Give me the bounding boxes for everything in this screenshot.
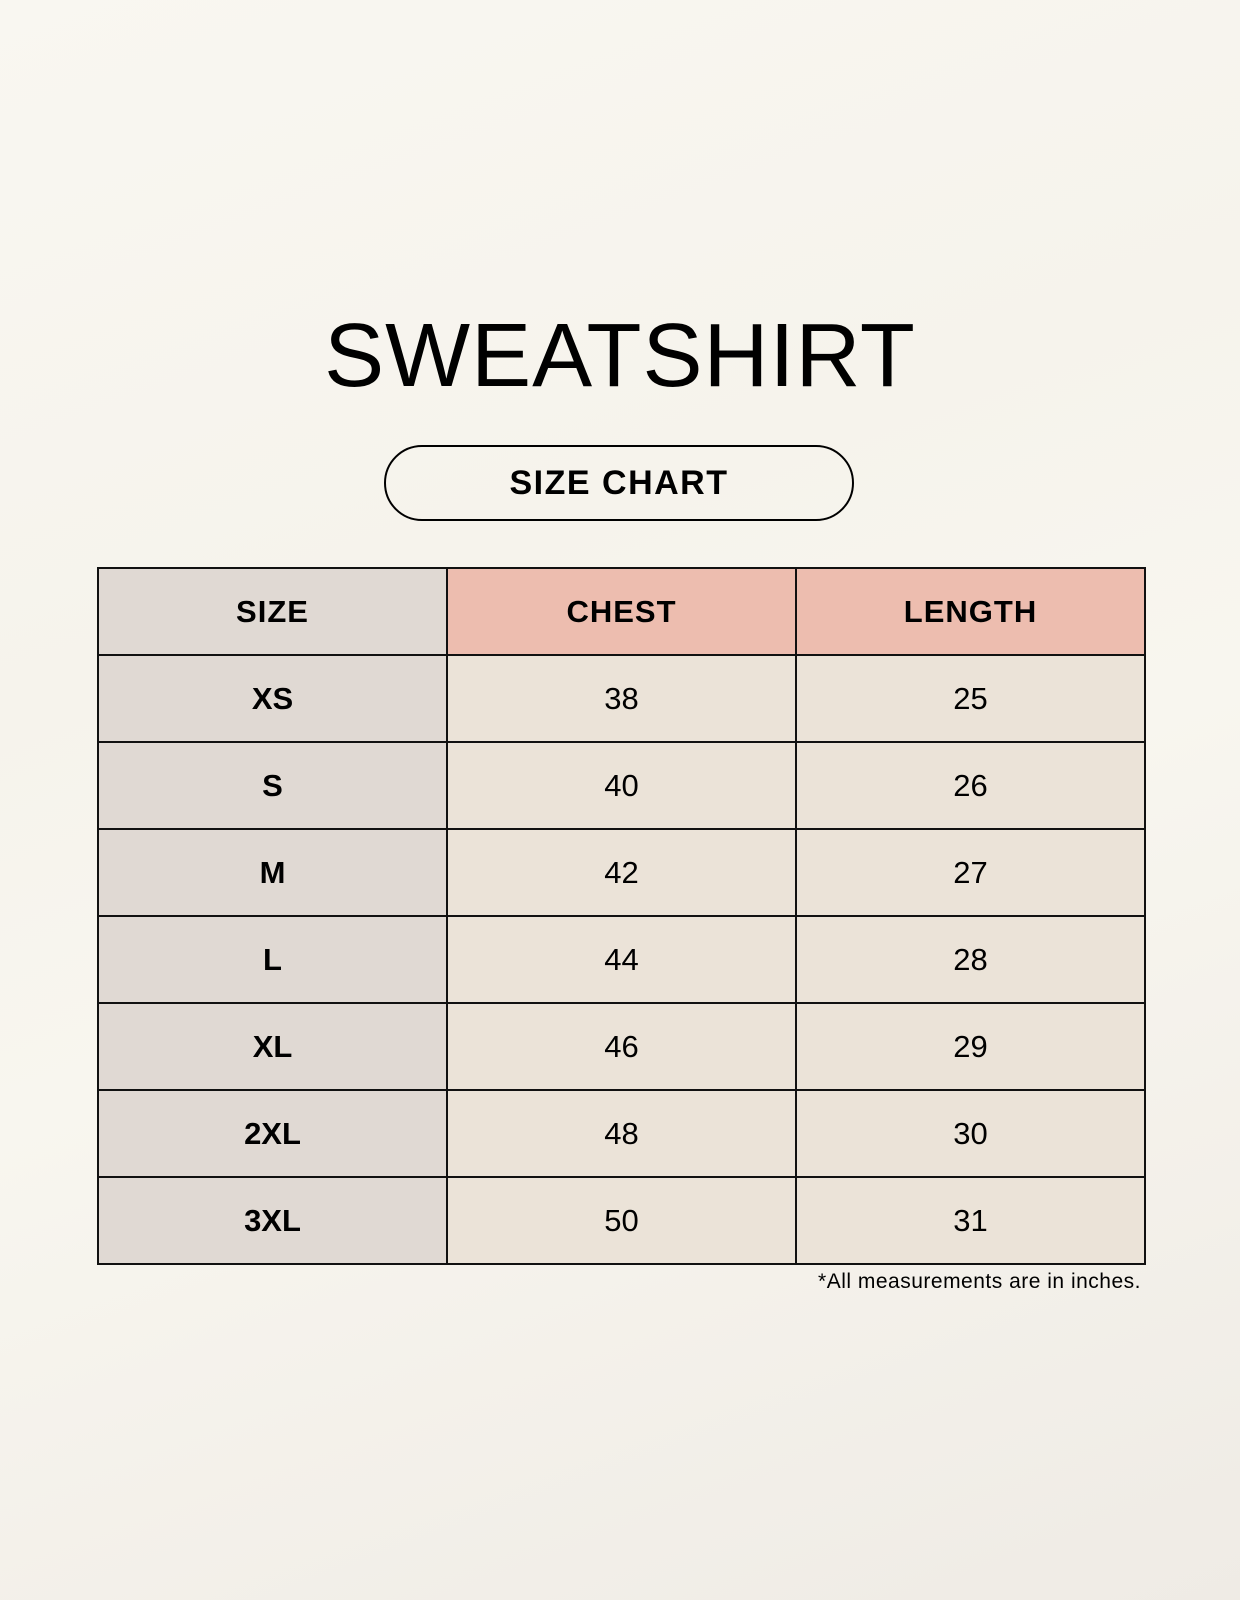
size-table: SIZE CHEST LENGTH XS 38 25 S 40 26 M 42 27 L 44 28 X…: [97, 567, 1146, 1265]
length-cell: 25: [795, 654, 1146, 743]
chest-cell: 42: [446, 828, 797, 917]
table-row: XS 38 25: [97, 654, 1146, 743]
table-row: L 44 28: [97, 915, 1146, 1004]
table-header-row: SIZE CHEST LENGTH: [97, 567, 1146, 656]
header-chest: CHEST: [446, 567, 797, 656]
size-chart-badge: SIZE CHART: [384, 445, 854, 521]
chest-cell: 38: [446, 654, 797, 743]
length-cell: 30: [795, 1089, 1146, 1178]
length-cell: 28: [795, 915, 1146, 1004]
size-cell: 2XL: [97, 1089, 448, 1178]
length-cell: 29: [795, 1002, 1146, 1091]
length-cell: 31: [795, 1176, 1146, 1265]
page-title: SWEATSHIRT: [324, 306, 916, 406]
size-cell: XS: [97, 654, 448, 743]
length-cell: 27: [795, 828, 1146, 917]
size-cell: 3XL: [97, 1176, 448, 1265]
chest-cell: 44: [446, 915, 797, 1004]
header-length: LENGTH: [795, 567, 1146, 656]
size-cell: M: [97, 828, 448, 917]
size-cell: XL: [97, 1002, 448, 1091]
chest-cell: 48: [446, 1089, 797, 1178]
table-row: S 40 26: [97, 741, 1146, 830]
chest-cell: 40: [446, 741, 797, 830]
chest-cell: 50: [446, 1176, 797, 1265]
footnote: *All measurements are in inches.: [818, 1270, 1141, 1293]
chest-cell: 46: [446, 1002, 797, 1091]
table-row: 2XL 48 30: [97, 1089, 1146, 1178]
size-cell: L: [97, 915, 448, 1004]
table-row: M 42 27: [97, 828, 1146, 917]
table-row: 3XL 50 31: [97, 1176, 1146, 1265]
length-cell: 26: [795, 741, 1146, 830]
size-cell: S: [97, 741, 448, 830]
table-row: XL 46 29: [97, 1002, 1146, 1091]
header-size: SIZE: [97, 567, 448, 656]
